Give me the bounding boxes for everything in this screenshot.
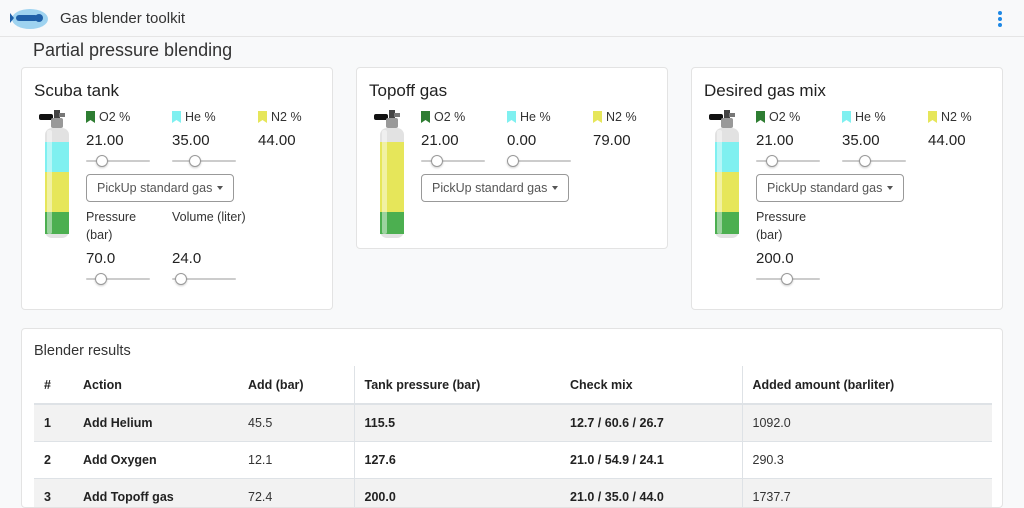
desired-o2-value: 21.00: [756, 132, 794, 149]
app-title: Gas blender toolkit: [60, 10, 186, 27]
o2-label: O2 %: [86, 110, 130, 124]
column-header: #: [34, 366, 73, 405]
scuba-volume-slider[interactable]: [172, 273, 236, 285]
topoff-pickup-gas-dropdown[interactable]: PickUp standard gas: [421, 174, 570, 202]
column-header: Added amount (barliter): [741, 366, 992, 405]
n2-label: N2 %: [593, 110, 637, 124]
scuba-pressure-value: 70.0: [86, 250, 116, 267]
topoff-gas-card: Topoff gas O2 % He % N2 % 21.00 0.00 79.…: [356, 67, 668, 249]
column-header: Add (bar): [238, 366, 354, 405]
top-bar: Gas blender toolkit: [0, 0, 1024, 37]
row-add: 45.5: [238, 403, 354, 441]
he-flag-icon: [842, 111, 851, 123]
row-number: 2: [34, 440, 73, 478]
he-label: He %: [507, 110, 551, 124]
more-options-icon[interactable]: [994, 9, 1006, 29]
n2-flag-icon: [258, 111, 267, 123]
results-table: # Action Add (bar) Tank pressure (bar) C…: [34, 366, 992, 507]
o2-flag-icon: [421, 111, 430, 123]
row-check-mix: 21.0 / 54.9 / 24.1: [560, 440, 742, 478]
desired-o2-slider[interactable]: [756, 155, 820, 167]
desired-pressure-value: 200.0: [756, 250, 794, 267]
row-check-mix: 21.0 / 35.0 / 44.0: [560, 477, 742, 507]
row-check-mix: 12.7 / 60.6 / 26.7: [560, 403, 742, 441]
scuba-n2-value: 44.00: [258, 132, 296, 149]
column-header: Check mix: [560, 366, 742, 405]
n2-flag-icon: [928, 111, 937, 123]
row-tank-pressure: 127.6: [353, 440, 560, 478]
he-label: He %: [842, 110, 886, 124]
desired-n2-value: 44.00: [928, 132, 966, 149]
scuba-he-slider[interactable]: [172, 155, 236, 167]
diver-logo-icon: [10, 9, 48, 29]
o2-flag-icon: [756, 111, 765, 123]
row-action: Add Oxygen: [73, 440, 238, 478]
pressure-label: Pressure (bar): [86, 210, 137, 242]
scuba-tank-cylinder-icon: [39, 110, 69, 238]
row-action: Add Topoff gas: [73, 477, 238, 507]
row-added-amount: 290.3: [741, 440, 992, 478]
scuba-volume-value: 24.0: [172, 250, 202, 267]
topoff-he-slider[interactable]: [507, 155, 571, 167]
he-label: He %: [172, 110, 216, 124]
pressure-label: Pressure (bar): [756, 210, 807, 242]
row-number: 3: [34, 477, 73, 507]
column-header: Tank pressure (bar): [353, 366, 560, 405]
row-added-amount: 1737.7: [741, 477, 992, 507]
scuba-o2-slider[interactable]: [86, 155, 150, 167]
page-title: Partial pressure blending: [33, 40, 233, 60]
topoff-tank-cylinder-icon: [374, 110, 404, 238]
scuba-tank-card: Scuba tank O2 % He % N2 % 21.00 35.00 44…: [21, 67, 333, 310]
topoff-o2-value: 21.00: [421, 132, 459, 149]
n2-label: N2 %: [258, 110, 302, 124]
he-flag-icon: [172, 111, 181, 123]
row-number: 1: [34, 403, 73, 441]
scuba-pressure-slider[interactable]: [86, 273, 150, 285]
scuba-pickup-gas-dropdown[interactable]: PickUp standard gas: [86, 174, 235, 202]
desired-pressure-slider[interactable]: [756, 273, 820, 285]
n2-label: N2 %: [928, 110, 972, 124]
topoff-gas-title: Topoff gas: [369, 81, 448, 100]
caret-down-icon: [887, 186, 894, 190]
n2-flag-icon: [593, 111, 602, 123]
desired-gas-mix-title: Desired gas mix: [704, 81, 826, 100]
scuba-o2-value: 21.00: [86, 132, 124, 149]
caret-down-icon: [217, 186, 224, 190]
o2-label: O2 %: [756, 110, 800, 124]
row-tank-pressure: 115.5: [353, 403, 560, 441]
o2-flag-icon: [86, 111, 95, 123]
caret-down-icon: [552, 186, 559, 190]
o2-label: O2 %: [421, 110, 465, 124]
desired-gas-mix-card: Desired gas mix O2 % He % N2 % 21.00 35.…: [691, 67, 1003, 310]
row-added-amount: 1092.0: [741, 403, 992, 441]
volume-label: Volume (liter): [172, 210, 246, 224]
row-tank-pressure: 200.0: [353, 477, 560, 507]
scuba-tank-title: Scuba tank: [34, 81, 120, 100]
table-row: 1 Add Helium 45.5 115.5 12.7 / 60.6 / 26…: [34, 403, 992, 441]
table-header-row: # Action Add (bar) Tank pressure (bar) C…: [34, 366, 992, 405]
desired-tank-cylinder-icon: [709, 110, 739, 238]
table-row: 3 Add Topoff gas 72.4 200.0 21.0 / 35.0 …: [34, 477, 992, 507]
row-add: 72.4: [238, 477, 354, 507]
table-row: 2 Add Oxygen 12.1 127.6 21.0 / 54.9 / 24…: [34, 440, 992, 478]
scuba-he-value: 35.00: [172, 132, 210, 149]
row-add: 12.1: [238, 440, 354, 478]
row-action: Add Helium: [73, 403, 238, 441]
desired-he-slider[interactable]: [842, 155, 906, 167]
column-header: Action: [73, 366, 238, 405]
blender-results-title: Blender results: [34, 343, 131, 359]
topoff-o2-slider[interactable]: [421, 155, 485, 167]
topoff-n2-value: 79.00: [593, 132, 631, 149]
topoff-he-value: 0.00: [507, 132, 537, 149]
desired-he-value: 35.00: [842, 132, 880, 149]
he-flag-icon: [507, 111, 516, 123]
blender-results-card: Blender results # Action Add (bar) Tank …: [21, 328, 1003, 508]
desired-pickup-gas-dropdown[interactable]: PickUp standard gas: [756, 174, 905, 202]
